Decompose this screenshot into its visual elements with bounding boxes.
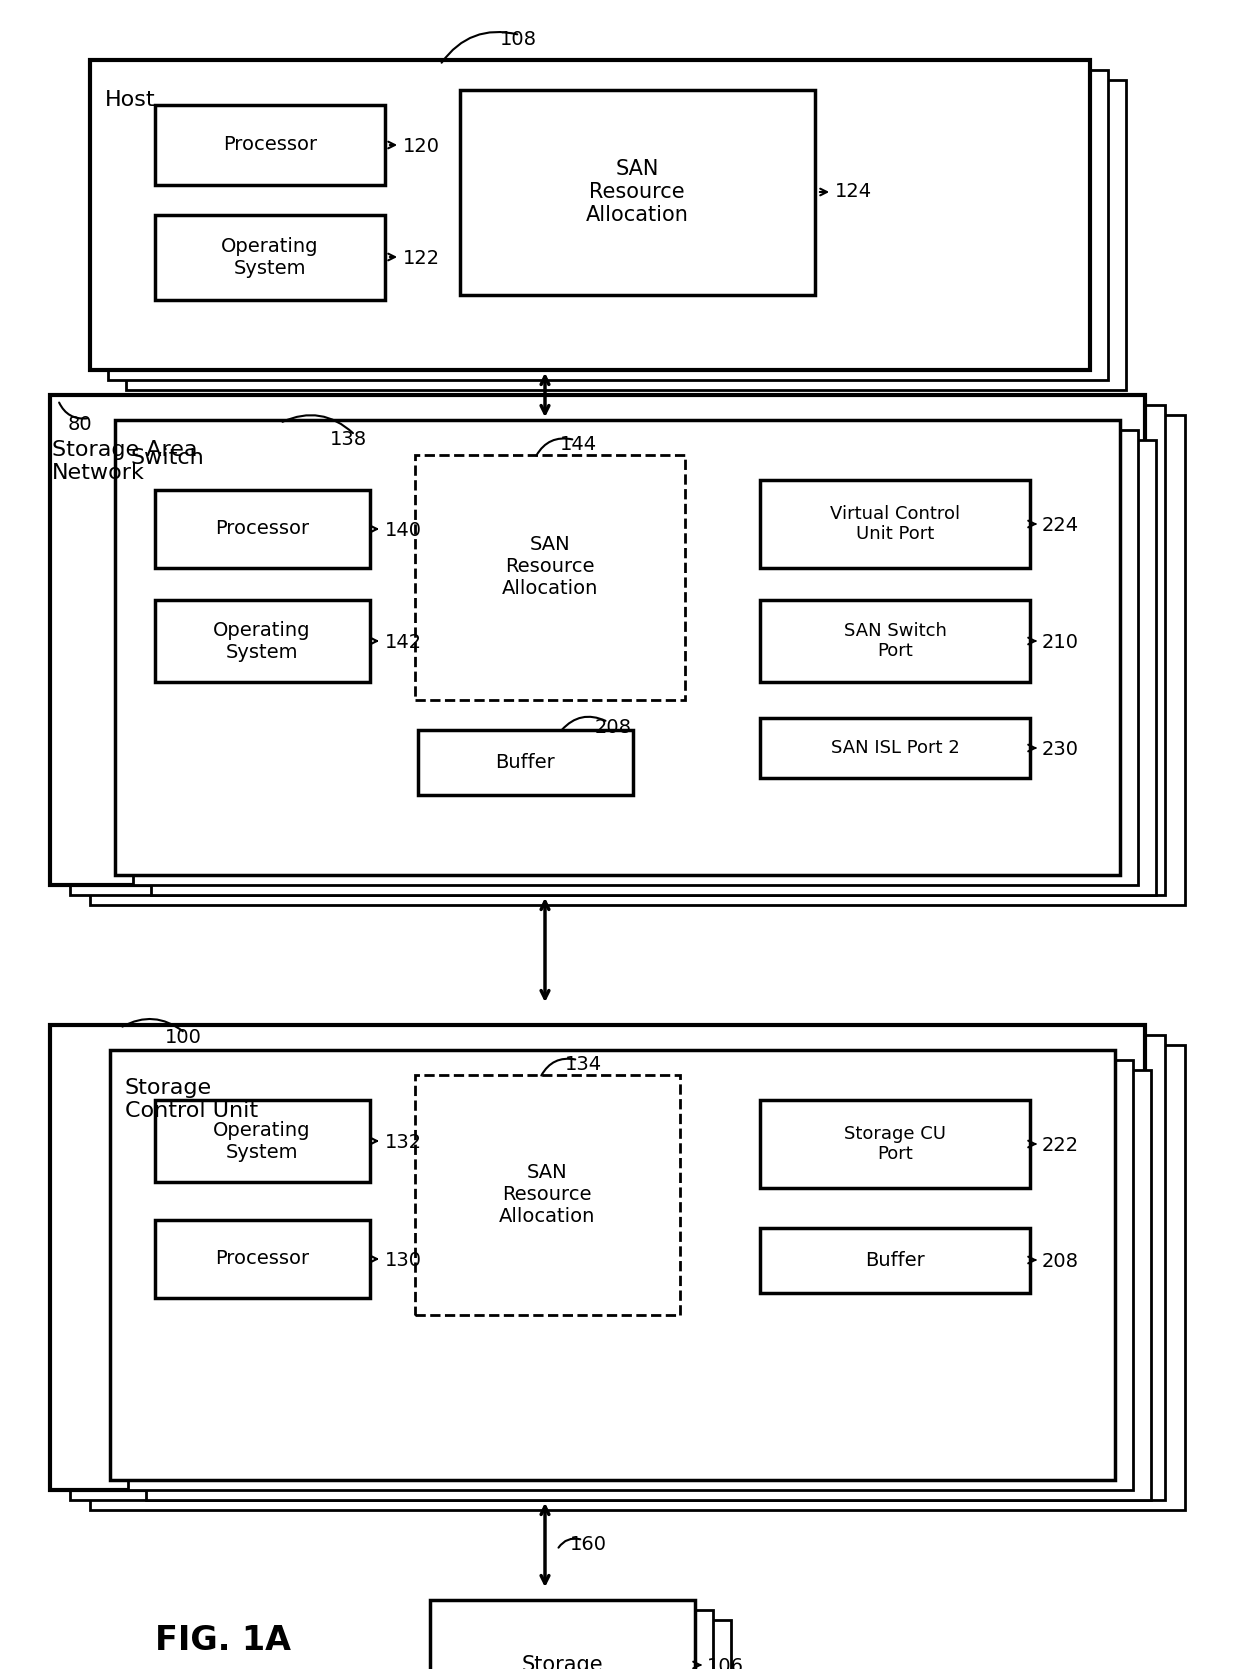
Bar [128, 1060, 1133, 1490]
Text: 130: 130 [384, 1252, 422, 1270]
Text: SAN Switch
Port: SAN Switch Port [843, 621, 946, 661]
Text: 160: 160 [570, 1535, 608, 1554]
Text: SAN
Resource
Allocation: SAN Resource Allocation [502, 536, 598, 599]
Bar [155, 599, 370, 683]
Bar [110, 1050, 1115, 1480]
Bar [50, 1025, 1145, 1490]
Text: SAN
Resource
Allocation: SAN Resource Allocation [498, 1163, 595, 1227]
Text: 222: 222 [1042, 1137, 1079, 1155]
Bar [50, 396, 1145, 885]
Bar [146, 1070, 1151, 1500]
Text: Virtual Control
Unit Port: Virtual Control Unit Port [830, 504, 960, 544]
Bar [415, 1075, 680, 1315]
Bar [760, 481, 1030, 567]
Text: Storage: Storage [521, 1656, 603, 1669]
Bar [466, 1621, 732, 1669]
Text: FIG. 1A: FIG. 1A [155, 1624, 291, 1657]
Bar [91, 60, 1090, 371]
Bar [460, 90, 815, 295]
Text: 224: 224 [1042, 516, 1079, 536]
Text: 138: 138 [330, 431, 367, 449]
Text: 108: 108 [500, 30, 537, 48]
Text: Switch: Switch [130, 447, 203, 467]
Text: Operating
System: Operating System [213, 621, 311, 661]
Bar [133, 431, 1138, 885]
Text: Storage
Control Unit: Storage Control Unit [125, 1078, 258, 1122]
Bar [418, 729, 632, 794]
Text: 122: 122 [403, 249, 440, 269]
Text: Host: Host [105, 90, 156, 110]
Bar [69, 406, 1166, 895]
Text: 124: 124 [835, 182, 872, 200]
Text: SAN ISL Port 2: SAN ISL Port 2 [831, 739, 960, 758]
Text: 132: 132 [384, 1133, 422, 1152]
Text: SAN
Resource
Allocation: SAN Resource Allocation [585, 159, 688, 225]
Text: Operating
System: Operating System [213, 1120, 311, 1162]
Bar [760, 718, 1030, 778]
Bar [155, 105, 384, 185]
Bar [69, 1035, 1166, 1500]
Bar [91, 1045, 1185, 1510]
Bar [155, 1100, 370, 1182]
Text: 100: 100 [165, 1028, 202, 1046]
Text: 142: 142 [384, 633, 422, 653]
Bar [155, 1220, 370, 1298]
Text: Operating
System: Operating System [221, 237, 319, 277]
Bar [760, 1100, 1030, 1188]
Text: Storage CU
Port: Storage CU Port [844, 1125, 946, 1163]
Bar [126, 80, 1126, 391]
Text: Buffer: Buffer [866, 1250, 925, 1270]
Bar [151, 441, 1156, 895]
Bar [430, 1601, 694, 1669]
Bar [415, 456, 684, 699]
Text: Processor: Processor [223, 135, 317, 155]
Bar [155, 215, 384, 300]
Bar [448, 1611, 713, 1669]
Bar [760, 1228, 1030, 1293]
Text: 120: 120 [403, 137, 440, 155]
Bar [115, 421, 1120, 875]
Text: 230: 230 [1042, 739, 1079, 759]
Text: 210: 210 [1042, 633, 1079, 653]
Text: 140: 140 [384, 521, 422, 541]
Text: Processor: Processor [215, 1250, 309, 1268]
Text: 106: 106 [707, 1657, 744, 1669]
Text: Storage Area
Network: Storage Area Network [52, 441, 197, 484]
Bar [108, 70, 1109, 381]
Text: Buffer: Buffer [495, 753, 554, 771]
Text: 208: 208 [595, 718, 632, 738]
Text: 80: 80 [68, 416, 93, 434]
Text: 208: 208 [1042, 1252, 1079, 1272]
Text: 134: 134 [565, 1055, 603, 1073]
Bar [760, 599, 1030, 683]
Text: 144: 144 [560, 436, 598, 454]
Text: Processor: Processor [215, 519, 309, 539]
Bar [91, 416, 1185, 905]
Bar [155, 491, 370, 567]
